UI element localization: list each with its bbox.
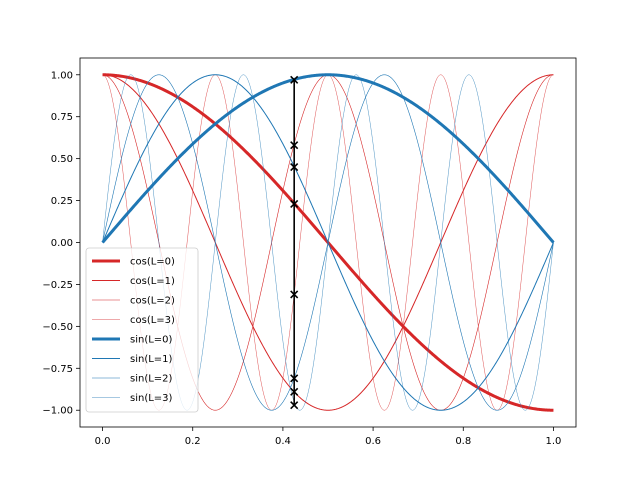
y-tick-label: −1.00 [42,406,73,417]
y-tick-label: 0.00 [51,238,73,249]
y-tick-label: −0.50 [42,322,73,333]
legend-box [85,247,199,413]
legend: cos(L=0) cos(L=1) cos(L=2) cos(L=3) sin(L=0)… [85,247,199,413]
x-tick-label: 0.6 [365,436,381,447]
y-tick-label: 0.75 [51,112,73,123]
y-tick-label: 0.50 [51,154,73,165]
sample-marker-6 [290,387,299,396]
legend-label: cos(L=2) [130,296,175,307]
x-tick-label: 0.8 [455,436,471,447]
y-tick-label: 1.00 [51,70,73,81]
y-axis-ticks: 1.00 0.75 0.50 0.25 0.00 −0.25 −0.50 −0.75 −1.00 [42,70,80,417]
series-line-sin-L0 [101,73,555,244]
x-tick-label: 1.0 [546,436,562,447]
y-tick-label: 0.25 [51,196,73,207]
sample-marker-0 [290,75,299,84]
legend-label: sin(L=1) [130,354,173,365]
y-tick-label: −0.75 [42,364,73,375]
legend-label: cos(L=0) [130,257,175,268]
sample-marker-3 [290,199,299,208]
x-axis-ticks: 0.0 0.2 0.4 0.6 0.8 1.0 [95,427,562,447]
legend-label: cos(L=1) [130,276,175,287]
legend-label: cos(L=3) [130,315,175,326]
sample-marker-4 [290,290,299,299]
sample-marker-2 [290,162,299,172]
x-tick-label: 0.4 [275,436,291,447]
sample-marker-1 [290,141,299,150]
x-tick-label: 0.0 [95,436,111,447]
legend-label: sin(L=0) [130,335,173,346]
y-tick-label: −0.25 [42,280,73,291]
legend-label: sin(L=2) [130,374,173,385]
sample-markers [290,75,299,410]
sample-marker-7 [290,401,299,410]
sample-marker-5 [290,374,299,383]
legend-label: sin(L=3) [130,393,173,404]
x-tick-label: 0.2 [185,436,201,447]
